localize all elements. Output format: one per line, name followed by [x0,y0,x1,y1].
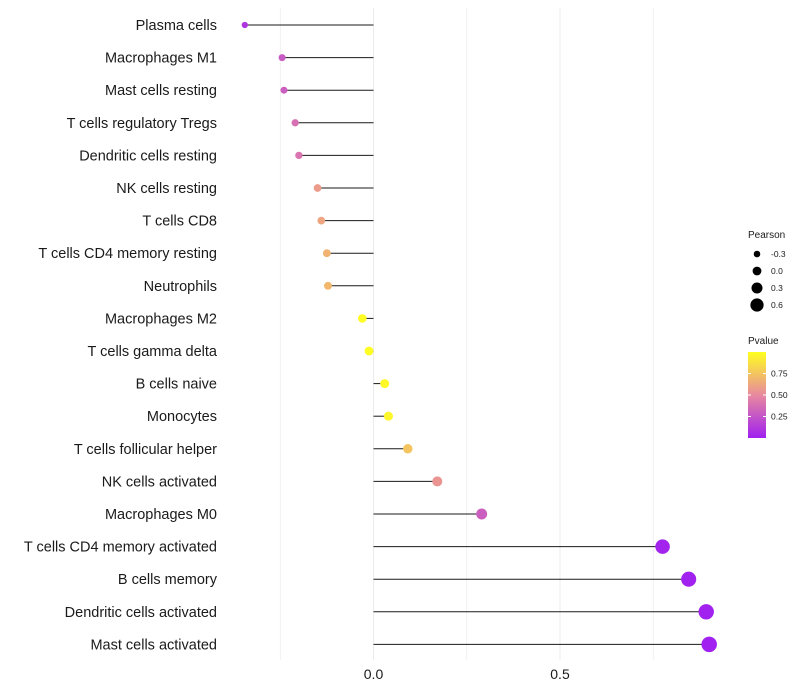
category-label: NK cells activated [102,474,217,490]
category-label: NK cells resting [116,181,217,197]
category-label: Mast cells resting [105,83,217,99]
lollipop-dot [476,508,488,520]
lollipop-dot [358,314,367,323]
lollipop-dot [403,444,413,454]
size-legend-label: 0.6 [771,300,783,310]
size-legend-label: 0.3 [771,283,783,293]
size-legend-dot [752,266,762,276]
category-label: Monocytes [147,409,217,425]
category-label: Plasma cells [136,18,217,34]
colorbar-tick-label: 0.50 [771,390,788,400]
category-label: Dendritic cells resting [79,148,217,164]
size-legend-dot [750,298,764,312]
category-label: Macrophages M2 [105,311,217,327]
colorbar-tick-label: 0.25 [771,412,788,422]
size-legend-title: Pearson [748,230,785,241]
lollipop-dot [280,86,288,94]
category-label: Dendritic cells activated [65,605,217,621]
category-label: T cells regulatory Tregs [67,116,217,132]
lollipop-dot [681,571,697,587]
size-legend-label: 0.0 [771,266,783,276]
lollipop-dot [313,184,322,192]
lollipop-dot [324,281,332,290]
size-legend-dot [753,250,761,258]
category-label: B cells naive [136,377,217,393]
category-label: T cells CD4 memory activated [24,540,217,556]
category-label: T cells CD4 memory resting [38,246,217,262]
lollipop-dot [432,476,443,487]
lollipop-dot [278,54,286,62]
x-axis-ticks: 0.0 0.5 [364,666,570,682]
grid-lines [279,8,654,660]
size-legend-label: -0.3 [771,249,786,259]
lollipop-dot [317,216,326,225]
lollipop-dot [655,539,670,554]
size-legend-dot [751,282,763,294]
category-label: T cells gamma delta [88,344,218,360]
category-label: Macrophages M1 [105,51,217,67]
x-tick-label: 0.0 [364,666,384,682]
lollipop-dot [322,249,331,258]
lollipop-dot [364,346,374,356]
category-label: B cells memory [118,572,218,588]
category-label: Neutrophils [144,279,217,295]
colorbar-tick-label: 0.75 [771,369,788,379]
pvalue-colorbar [748,352,766,438]
lollipop-dot [698,604,714,620]
category-label: Macrophages M0 [105,507,217,523]
pearson-size-legend: Pearson -0.3 0.0 0.3 0.6 [748,230,786,312]
lollipop-dot [380,379,390,389]
category-label: T cells follicular helper [74,442,217,458]
lollipop-dot [701,636,717,653]
lollipop-dot [241,21,248,29]
category-labels: Plasma cells Macrophages M1 Mast cells res… [24,18,218,653]
color-legend-title: Pvalue [748,336,779,347]
lollipop-dot [383,411,393,421]
category-label: Mast cells activated [90,637,217,653]
lollipop-dot [295,151,303,160]
lollipop-dot [291,119,299,127]
category-label: T cells CD8 [142,214,217,230]
pvalue-color-legend: Pvalue 0.25 0.50 0.75 [748,336,788,438]
x-tick-label: 0.5 [550,666,570,682]
lollipop-dots [241,21,717,653]
lollipop-stems [244,24,710,645]
